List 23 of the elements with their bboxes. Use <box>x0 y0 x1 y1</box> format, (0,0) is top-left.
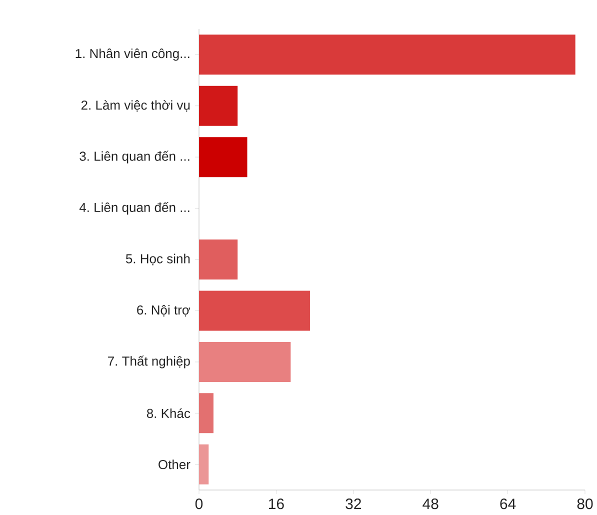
x-tick-label: 48 <box>422 498 438 510</box>
y-tick-label: 7. Thất nghiệp <box>108 356 190 368</box>
bar <box>199 137 248 178</box>
x-tick-label: 0 <box>195 498 203 510</box>
y-tick-label: Other <box>158 460 190 470</box>
x-tick-label: 80 <box>577 498 593 510</box>
bar <box>199 393 214 434</box>
y-tick-label: 5. Học sinh <box>126 254 190 266</box>
y-tick-label: 8. Khác <box>146 408 190 418</box>
bar <box>199 34 576 75</box>
y-tick-label: 3. Liên quan đến ... <box>80 150 190 164</box>
x-tick-label: 64 <box>500 498 516 510</box>
bar <box>199 444 209 484</box>
x-tick-label: 16 <box>269 498 284 510</box>
bar <box>199 342 291 382</box>
x-tick-label: 32 <box>346 498 361 510</box>
y-tick-label: 6. Nội trợ <box>137 305 190 316</box>
bar <box>199 240 238 280</box>
bar <box>199 86 238 126</box>
y-tick-label: 4. Liên quan đến ... <box>79 202 190 215</box>
bar <box>199 290 310 331</box>
y-tick-label: 1. Nhân viên công... <box>76 48 190 61</box>
y-tick-label: 2. Làm việc thời vụ <box>81 100 190 112</box>
